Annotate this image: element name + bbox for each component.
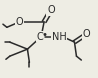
Text: C: C bbox=[37, 32, 44, 42]
Text: O: O bbox=[82, 29, 90, 39]
Text: •: • bbox=[41, 30, 47, 40]
Text: O: O bbox=[16, 17, 23, 27]
Text: O: O bbox=[47, 5, 55, 15]
Text: NH: NH bbox=[52, 32, 67, 42]
